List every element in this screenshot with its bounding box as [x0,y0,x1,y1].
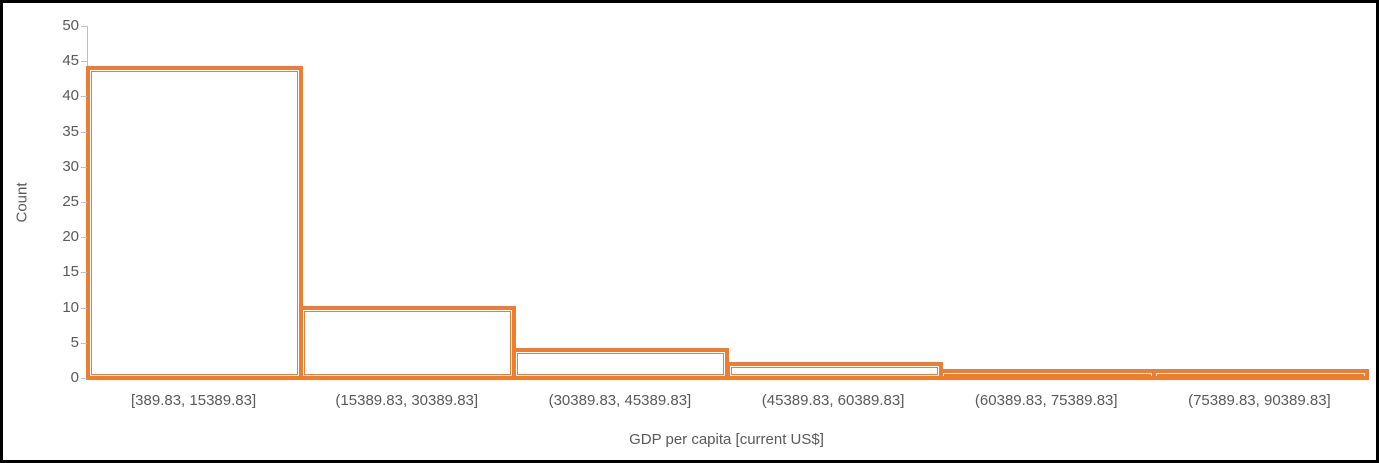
histogram-bar-inner-line [91,71,299,375]
y-tick-label: 50 [62,17,79,34]
y-tick-label: 30 [62,157,79,175]
y-tick-mark [81,378,87,379]
histogram-bar-inner-line [304,310,512,375]
histogram-bar-inner-line [943,373,1151,376]
x-tick-label: (75389.83, 90389.83] [1188,392,1331,409]
y-tick-label: 35 [62,122,79,140]
histogram-bar [938,368,1156,380]
plot-area [86,26,1369,380]
y-tick-label: 40 [62,87,79,105]
x-tick-label: (30389.83, 45389.83] [548,392,692,409]
x-tick-label: [389.83, 15389.83] [131,392,257,409]
y-tick-mark [81,61,87,63]
y-tick-mark [81,96,87,98]
histogram-bar [512,347,730,380]
histogram-bar-inner-line [517,352,725,375]
y-tick-mark [81,202,87,203]
x-tick-label: (60389.83, 75389.83] [974,392,1118,409]
y-tick-label: 15 [62,263,79,281]
histogram-bar [1151,368,1369,380]
histogram-bar-inner-line [730,366,938,375]
y-tick-mark [81,237,87,239]
y-tick-mark [81,342,87,344]
x-axis-title: GDP per capita [current US$] [629,431,824,448]
y-tick-mark [81,131,87,133]
histogram-bar [299,305,517,380]
histogram-bar [725,361,943,380]
y-tick-mark [81,166,87,168]
y-tick-label: 0 [70,369,79,386]
y-tick-label: 25 [62,193,79,210]
histogram-bar-inner-line [1156,373,1364,376]
y-tick-label: 45 [62,52,79,70]
histogram-bar [86,66,304,380]
y-tick-mark [81,307,87,309]
y-tick-mark [81,26,87,27]
y-tick-label: 5 [70,333,79,351]
y-tick-label: 10 [62,298,79,316]
y-tick-label: 20 [62,228,79,246]
x-tick-label: (15389.83, 30389.83] [335,392,479,409]
y-tick-mark [81,272,87,274]
x-tick-label: (45389.83, 60389.83] [761,392,905,409]
